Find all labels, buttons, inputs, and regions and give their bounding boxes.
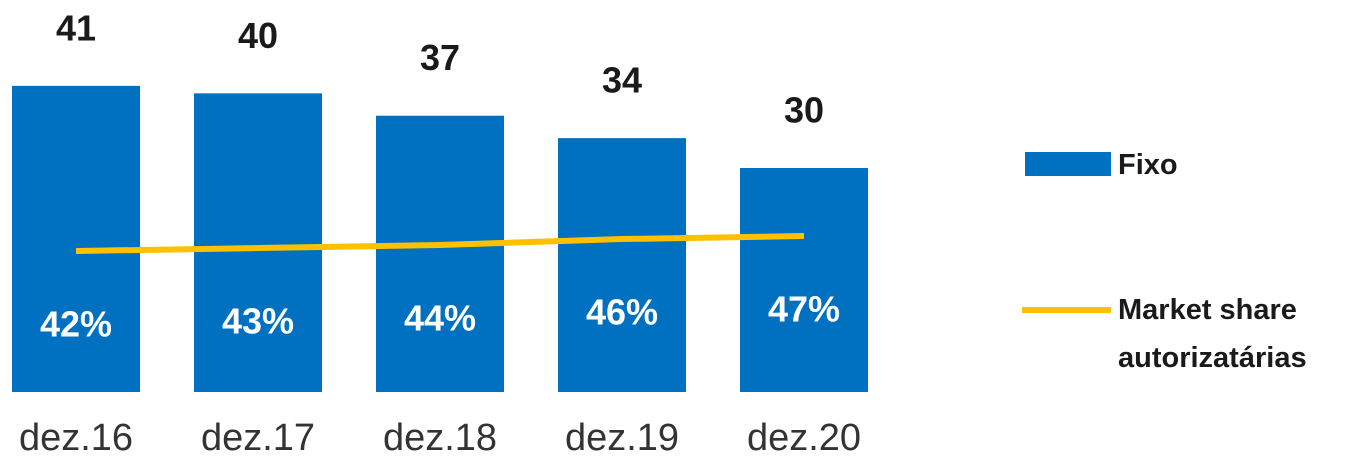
x-tick-label: dez.16	[19, 417, 133, 459]
line	[75, 233, 805, 255]
legend-swatch-bar	[1025, 152, 1111, 176]
x-tick-label: dez.17	[201, 417, 315, 459]
data-label: 37	[420, 37, 460, 78]
data-label: 34	[602, 60, 642, 101]
data-label: 46%	[586, 292, 658, 333]
data-label: 43%	[222, 301, 294, 342]
data-label: 40	[238, 15, 278, 56]
data-label: 30	[784, 90, 824, 131]
x-tick-label: dez.18	[383, 417, 497, 459]
data-label: 44%	[404, 298, 476, 339]
x-tick-label: dez.20	[747, 417, 861, 459]
data-label: 47%	[768, 289, 840, 330]
bar	[376, 115, 504, 392]
x-tick-label: dez.19	[565, 417, 679, 459]
legend-label: Fixo	[1118, 149, 1178, 181]
legend-label: Market share autorizatárias	[1118, 294, 1307, 374]
bar	[558, 138, 686, 392]
bar	[740, 168, 868, 392]
bar	[12, 85, 140, 392]
data-label: 41	[56, 7, 96, 48]
bar	[194, 93, 322, 392]
data-label: 42%	[40, 304, 112, 345]
